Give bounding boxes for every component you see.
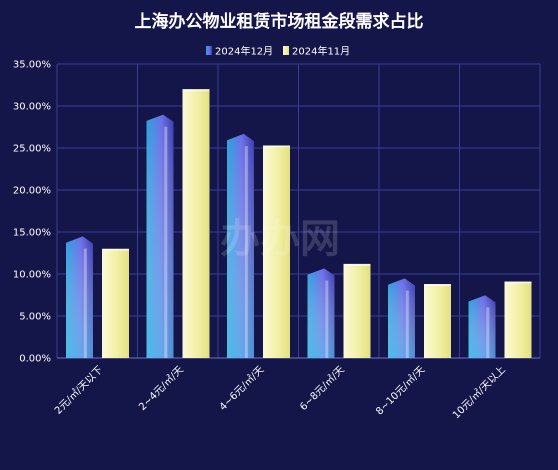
bar-series-2 [504, 281, 532, 358]
x-axis-labels: 2元/㎡/天以下 2~4元/㎡/天 4~6元/㎡/天 6~8元/㎡/天 8~10元/㎡/… [52, 364, 508, 422]
grid: 0.00% 5.00% 10.00% 15.00% 20.00% 25.00% 30.00%… [13, 60, 541, 365]
bar-series-1-highlight [244, 146, 248, 358]
bar-series-2-top [424, 284, 451, 287]
bar-series-2 [424, 284, 451, 358]
y-tick-label: 35.00% [13, 60, 51, 71]
bar-series-1-highlight [486, 307, 490, 358]
y-tick-label: 0.00% [19, 354, 51, 365]
watermark: 办办网 [220, 216, 340, 262]
x-tick-label: 8~10元/㎡/天 [373, 364, 427, 418]
y-tick-label: 10.00% [13, 270, 51, 281]
legend-label: 2024年11月 [292, 45, 350, 58]
legend-swatch [206, 46, 212, 55]
bar-series-2 [343, 263, 371, 358]
y-tick-label: 30.00% [13, 102, 51, 113]
legend-label: 2024年12月 [215, 45, 273, 58]
y-tick-label: 25.00% [13, 144, 51, 155]
legend: 2024年12月 2024年11月 [206, 45, 350, 58]
y-tick-label: 15.00% [13, 228, 51, 239]
bar-series-1-highlight [83, 248, 87, 358]
x-tick-label: 2~4元/㎡/天 [136, 364, 185, 413]
legend-swatch [283, 46, 289, 55]
bar-series-2-top [343, 263, 371, 266]
bar-series-2 [263, 145, 290, 358]
bar-series-1-shine [66, 236, 93, 358]
bar-series-2-top [504, 281, 532, 284]
bar-series-1-shine [307, 268, 335, 358]
chart-title: 上海办公物业租赁市场租金段需求占比 [135, 11, 424, 32]
bar-series-1-highlight [325, 280, 329, 358]
bar-series-1-highlight [164, 126, 168, 358]
bar-series-2-top [182, 89, 210, 92]
bar-series-2-top [263, 145, 290, 148]
bar-series-1-highlight [405, 290, 409, 358]
x-tick-label: 2元/㎡/天以下 [52, 364, 105, 417]
y-tick-label: 5.00% [19, 312, 51, 323]
bar-series-1-shine [146, 114, 174, 358]
bar-series-2-top [102, 248, 129, 251]
x-tick-label: 10元/㎡/天以上 [450, 364, 508, 422]
y-tick-label: 20.00% [13, 186, 51, 197]
bars [66, 89, 532, 358]
bar-series-1-shine [468, 295, 496, 358]
bar-series-2 [182, 89, 210, 358]
x-tick-label: 4~6元/㎡/天 [217, 364, 266, 413]
x-tick-label: 6~8元/㎡/天 [297, 364, 346, 413]
bar-series-1-shine [227, 133, 254, 358]
bar-series-1-shine [388, 278, 415, 358]
bar-series-2 [102, 248, 129, 358]
